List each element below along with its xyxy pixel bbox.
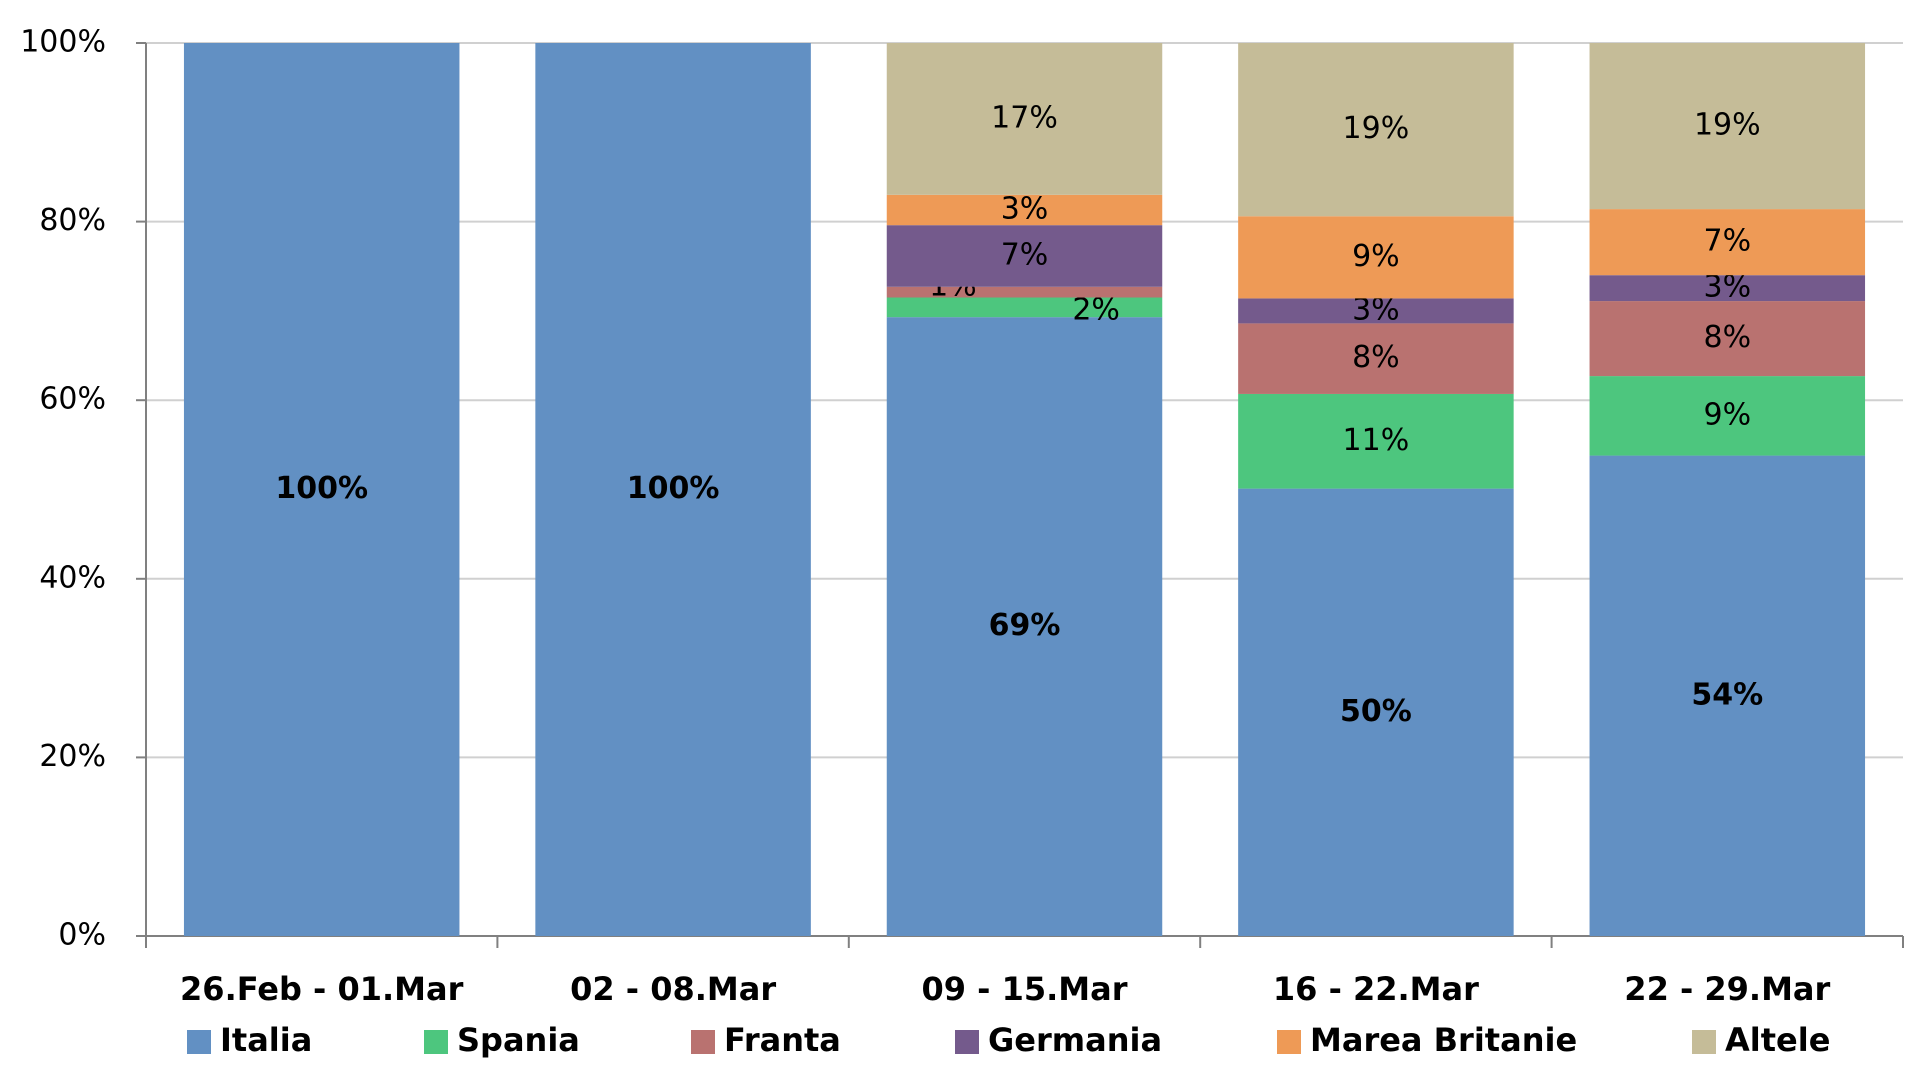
- bar-segment: [886, 317, 1163, 936]
- data-label: 8%: [1704, 320, 1752, 355]
- data-label: 9%: [1704, 397, 1752, 432]
- y-tick-label: 20%: [39, 739, 106, 774]
- y-tick-label: 80%: [39, 203, 106, 238]
- legend-label: Italia: [220, 1021, 312, 1059]
- bar-segment: [183, 43, 460, 936]
- legend-swatch: [424, 1030, 448, 1054]
- data-label: 7%: [1001, 237, 1049, 272]
- bar-segment: [1589, 301, 1866, 377]
- x-tick-label: 26.Feb - 01.Mar: [180, 970, 464, 1008]
- bar-segment: [1589, 275, 1866, 302]
- data-label: 8%: [1352, 340, 1400, 375]
- legend-label: Marea Britanie: [1310, 1021, 1577, 1059]
- bar-segment: [886, 297, 1163, 318]
- bar-segment: [886, 286, 1163, 298]
- data-label: 100%: [627, 471, 720, 506]
- data-label: 7%: [1704, 224, 1752, 259]
- legend-label: Germania: [988, 1021, 1162, 1059]
- legend-swatch: [1277, 1030, 1301, 1054]
- legend-swatch: [955, 1030, 979, 1054]
- legend-swatch: [691, 1030, 715, 1054]
- bar-segment: [1238, 488, 1514, 936]
- x-tick-label: 09 - 15.Mar: [922, 970, 1128, 1008]
- bar-segment: [1589, 209, 1866, 276]
- x-tick-label: 16 - 22.Mar: [1273, 970, 1479, 1008]
- y-tick-label: 40%: [39, 560, 106, 595]
- data-label: 54%: [1691, 677, 1763, 712]
- bar-segment: [1238, 323, 1514, 394]
- bar-segment: [1238, 43, 1514, 217]
- legend-swatch: [187, 1030, 211, 1054]
- bar-segment: [886, 194, 1163, 226]
- data-label: 2%: [1072, 293, 1120, 328]
- bar-segment: [1589, 455, 1866, 936]
- y-tick-label: 0%: [58, 918, 106, 953]
- data-label: 100%: [275, 471, 368, 506]
- legend-label: Franta: [724, 1021, 841, 1059]
- y-tick-label: 60%: [39, 382, 106, 417]
- bar-segment: [535, 43, 811, 936]
- bar-segment: [1238, 393, 1514, 489]
- data-label: 50%: [1340, 694, 1412, 729]
- x-tick-label: 22 - 29.Mar: [1624, 970, 1830, 1008]
- data-label: 17%: [991, 100, 1058, 135]
- data-label: 11%: [1343, 423, 1410, 458]
- legend-label: Spania: [457, 1021, 580, 1059]
- legend-swatch: [1692, 1030, 1716, 1054]
- bar-segment: [1589, 376, 1866, 456]
- data-label: 3%: [1704, 270, 1752, 305]
- bar-segment: [886, 43, 1163, 195]
- x-tick-label: 02 - 08.Mar: [570, 970, 776, 1008]
- bar-segment: [1589, 43, 1866, 210]
- bar-segment: [1238, 298, 1514, 324]
- data-label: 3%: [1001, 191, 1049, 226]
- data-label: 9%: [1352, 239, 1400, 274]
- data-label: 19%: [1343, 111, 1410, 146]
- bar-segment: [886, 225, 1163, 287]
- legend-label: Altele: [1725, 1021, 1830, 1059]
- data-label: 69%: [989, 608, 1061, 643]
- bar-segment: [1238, 216, 1514, 299]
- y-tick-label: 100%: [20, 25, 106, 60]
- data-label: 19%: [1694, 108, 1761, 143]
